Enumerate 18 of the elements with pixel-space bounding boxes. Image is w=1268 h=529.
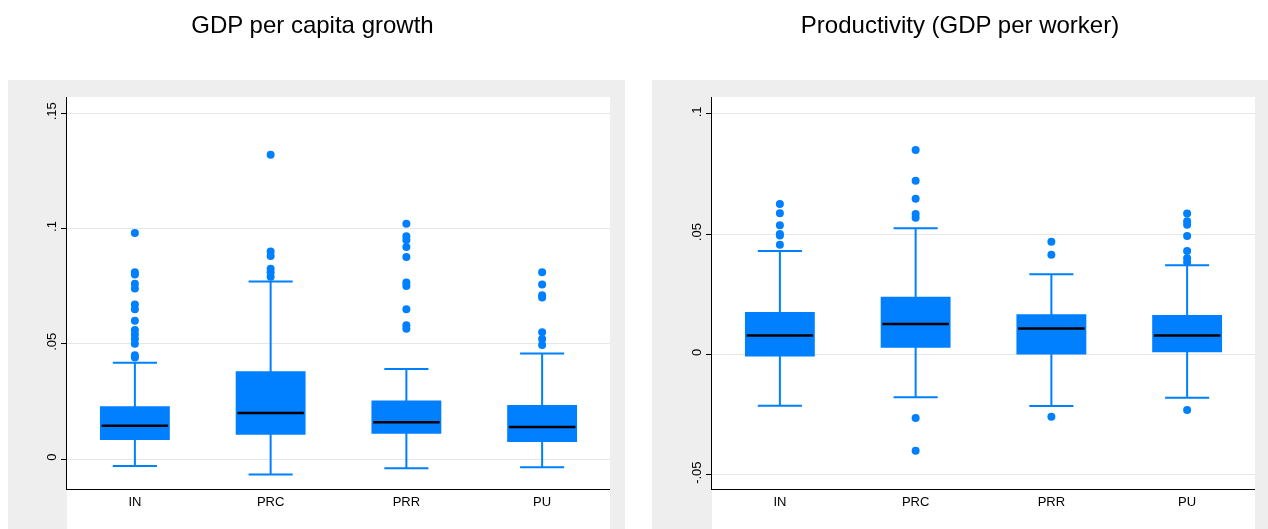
x-tick-label: PRC — [901, 493, 930, 509]
x-tick-label: PRR — [392, 493, 421, 509]
y-tick-label: 0 — [688, 348, 704, 356]
y-tick-label: -.05 — [688, 461, 704, 484]
y-tick-label: .05 — [43, 332, 59, 351]
y-tick-label: .1 — [688, 106, 704, 118]
chart-title: Productivity (GDP per worker) — [800, 11, 1120, 39]
chart-title: GDP per capita growth — [191, 11, 434, 39]
x-tick-label: IN — [128, 493, 142, 509]
x-tick-label: PRC — [256, 493, 285, 509]
x-tick-label: IN — [773, 493, 787, 509]
y-tick-label: 0 — [43, 453, 59, 461]
x-tick-label: PU — [1178, 493, 1197, 509]
x-tick-label: PRR — [1037, 493, 1066, 509]
x-tick-label: PU — [533, 493, 552, 509]
y-tick-label: .15 — [43, 102, 59, 121]
y-tick-label: .1 — [43, 221, 59, 232]
y-tick-label: .05 — [688, 223, 704, 242]
